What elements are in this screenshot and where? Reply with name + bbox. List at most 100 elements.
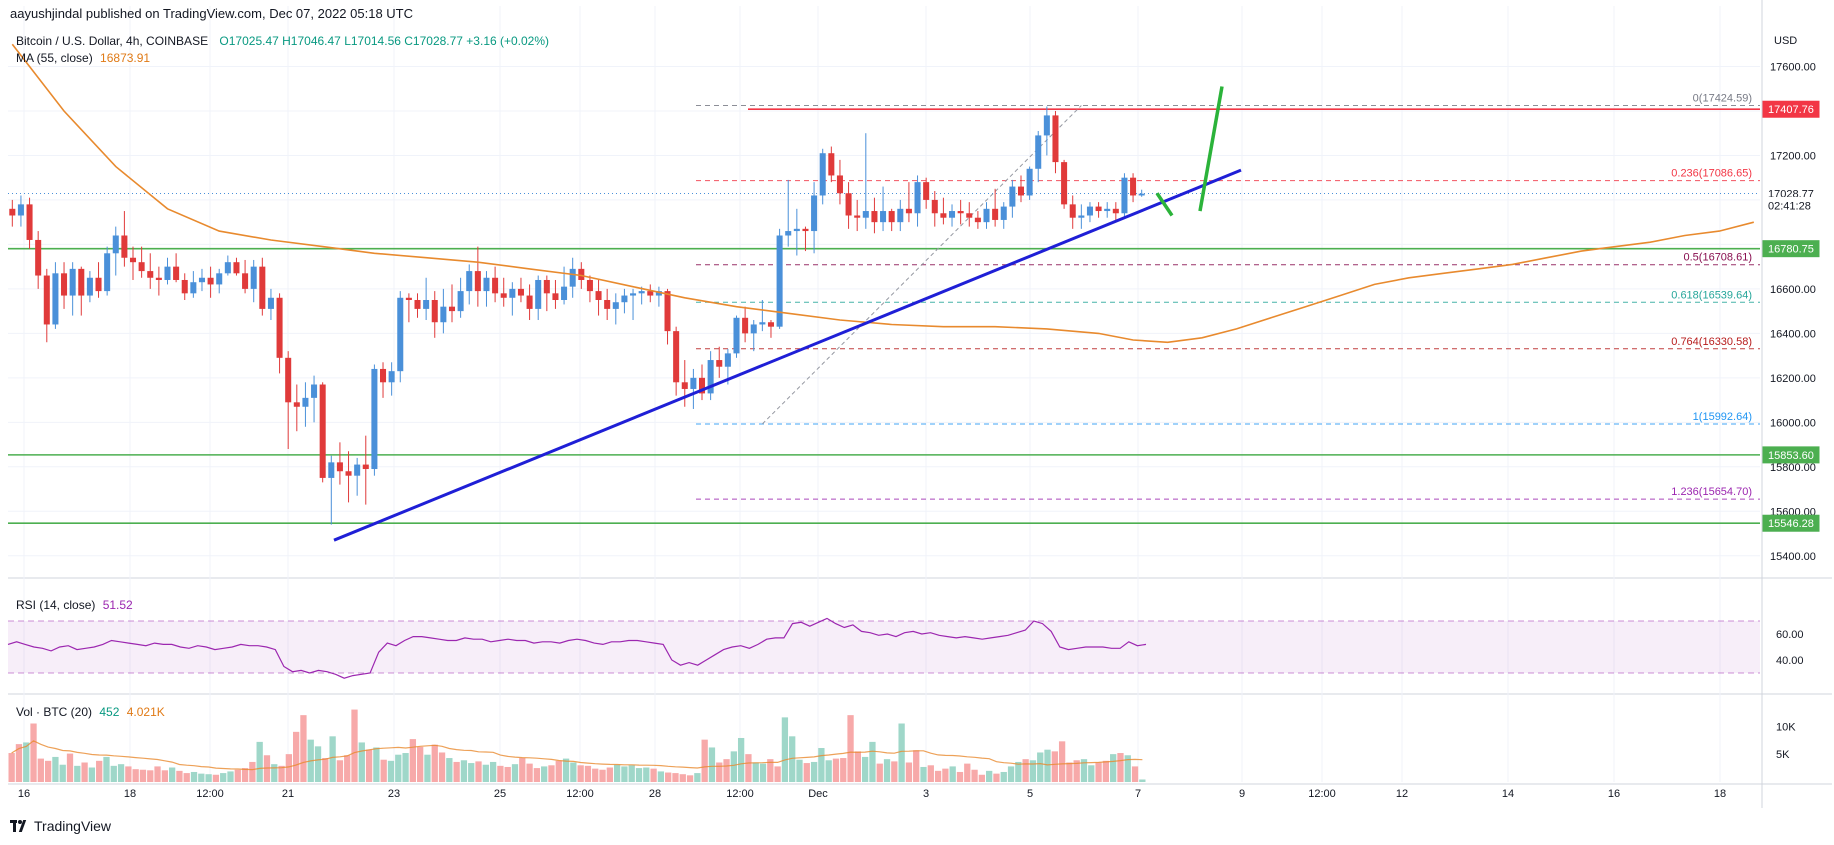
volume-bar: [796, 759, 803, 782]
volume-bar: [708, 747, 716, 782]
fib-level-label: 1(15992.64): [1693, 411, 1752, 423]
volume-bar: [336, 760, 344, 782]
ma-value: 16873.91: [100, 51, 151, 65]
candle-body: [78, 268, 85, 296]
volume-bar: [533, 768, 541, 782]
ohlc-values: O17025.47 H17046.47 L17014.56 C17028.77 …: [219, 34, 550, 48]
volume-bar: [103, 756, 110, 782]
candle-body: [785, 231, 792, 236]
volume-bar: [862, 756, 869, 782]
x-tick-label: 12: [1396, 788, 1408, 800]
volume-bar: [832, 758, 840, 782]
rsi-legend[interactable]: RSI (14, close) 51.52: [16, 598, 133, 612]
y-tick-label: 16000.00: [1770, 417, 1816, 429]
candle-body: [759, 322, 766, 325]
volume-bar: [577, 765, 584, 782]
volume-bar: [971, 769, 978, 782]
candle-body: [216, 273, 223, 285]
candle-body: [354, 464, 361, 476]
volume-bar: [986, 770, 993, 782]
volume-bar: [88, 767, 96, 782]
candle-body: [293, 402, 300, 407]
volume-bar: [358, 742, 365, 782]
volume-label: Vol · BTC (20): [16, 705, 93, 719]
y-tick-label: 17200.00: [1770, 150, 1816, 162]
candle-body: [854, 215, 861, 218]
price-tag-label: 17407.76: [1768, 104, 1814, 116]
volume-bar: [803, 763, 810, 782]
price-tag: [1762, 446, 1820, 464]
x-tick-label: 25: [494, 788, 506, 800]
volume-bar: [446, 758, 453, 782]
volume-bar: [1044, 749, 1051, 782]
volume-legend[interactable]: Vol · BTC (20) 452 4.021K: [16, 705, 165, 719]
volume-bar: [686, 775, 694, 782]
volume-bar: [672, 773, 679, 782]
candle-body: [509, 288, 516, 298]
volume-bar: [934, 770, 942, 782]
candle-body: [17, 204, 24, 216]
volume-bar: [876, 763, 883, 782]
volume-bar: [606, 767, 613, 782]
volume-bar: [774, 766, 781, 782]
candle-body: [448, 306, 456, 312]
candle-body: [95, 277, 102, 292]
volume-bar: [409, 739, 417, 782]
candle-body: [129, 257, 137, 263]
symbol-legend[interactable]: Bitcoin / U.S. Dollar, 4h, COINBASE O170…: [16, 34, 549, 48]
tradingview-brand[interactable]: TradingView: [10, 818, 111, 834]
candle-body: [1061, 162, 1068, 205]
candle-body: [1052, 115, 1059, 163]
candle-body: [345, 471, 352, 476]
volume-bar: [351, 709, 358, 782]
candle-body: [733, 317, 740, 354]
candle-body: [69, 268, 76, 296]
candle-body: [336, 462, 343, 472]
volume-bar: [460, 760, 468, 782]
volume-bar: [44, 760, 52, 782]
candle-body: [198, 277, 205, 283]
volume-bar: [898, 723, 905, 782]
x-tick-label: 12:00: [196, 788, 224, 800]
candle-body: [931, 199, 938, 214]
candle-body: [173, 266, 180, 280]
price-tag: [1762, 240, 1820, 258]
volume-bar: [1073, 760, 1080, 782]
candle-body: [552, 293, 559, 300]
candle-body: [397, 297, 404, 372]
volume-bar: [883, 759, 891, 782]
candle-body: [776, 235, 783, 327]
volume-bar: [117, 764, 125, 782]
volume-bar: [913, 750, 920, 782]
candle-body: [233, 262, 240, 274]
volume-bar: [263, 755, 271, 782]
volume-bar: [475, 761, 482, 782]
ma55-line: [11, 43, 1754, 344]
volume-bar: [519, 758, 526, 782]
y-tick-label: 15800.00: [1770, 462, 1816, 474]
candle-body: [647, 291, 654, 296]
volume-bar: [818, 748, 825, 782]
volume-bar: [241, 768, 249, 782]
volume-bar: [511, 764, 519, 782]
candle-body: [1035, 135, 1042, 169]
candle-body: [716, 360, 723, 367]
volume-bar: [1110, 754, 1117, 782]
currency-label: USD: [1774, 35, 1797, 47]
candle-body: [724, 353, 731, 367]
volume-bar: [249, 761, 256, 782]
candle-body: [698, 377, 706, 394]
volume-bar: [1051, 751, 1058, 782]
x-tick-label: 18: [1714, 788, 1726, 800]
x-tick-label: 9: [1239, 788, 1245, 800]
candle-body: [43, 275, 50, 325]
volume-bar: [650, 768, 657, 782]
volume-bar: [759, 763, 767, 782]
volume-bar: [993, 773, 1000, 782]
ma-legend[interactable]: MA (55, close) 16873.91: [16, 51, 150, 65]
tradingview-logo-icon: [10, 820, 28, 832]
volume-bar: [1124, 755, 1131, 782]
volume-bar: [1029, 760, 1037, 782]
volume-bar: [110, 765, 117, 782]
